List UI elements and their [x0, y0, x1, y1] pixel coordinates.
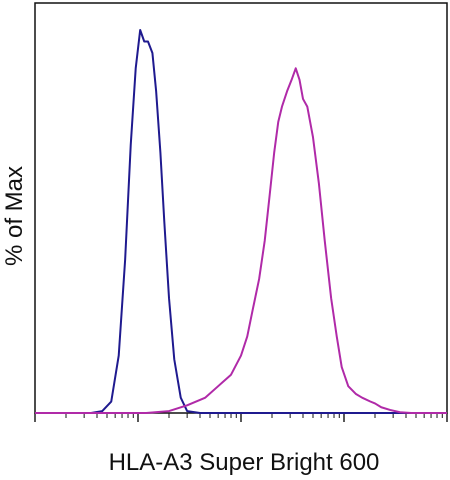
plot-frame	[34, 2, 448, 414]
series-layer	[35, 29, 447, 414]
y-axis-label: % of Max	[1, 166, 28, 266]
x-axis-ticks	[34, 413, 448, 422]
plot-border	[34, 2, 448, 414]
x-axis-label: HLA-A3 Super Bright 600	[109, 449, 380, 476]
series-line-1	[35, 29, 447, 414]
series-line-2	[35, 67, 447, 414]
